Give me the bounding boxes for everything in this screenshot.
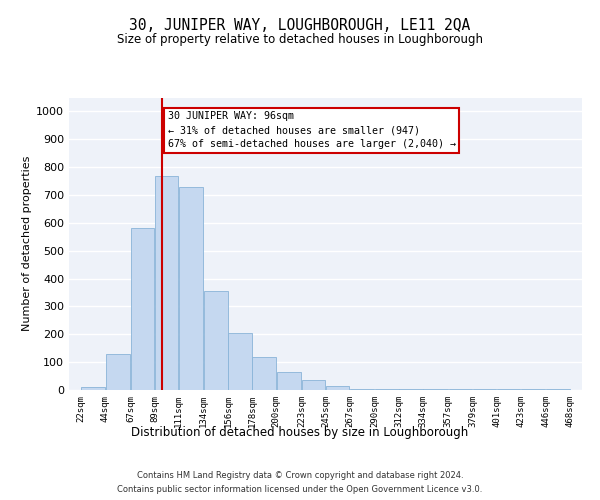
Bar <box>204 291 227 390</box>
Bar <box>546 388 569 390</box>
Bar <box>131 228 154 390</box>
Bar <box>497 388 520 390</box>
Bar <box>473 388 496 390</box>
Bar <box>106 354 130 390</box>
Text: Distribution of detached houses by size in Loughborough: Distribution of detached houses by size … <box>131 426 469 439</box>
Text: Size of property relative to detached houses in Loughborough: Size of property relative to detached ho… <box>117 32 483 46</box>
Bar <box>179 186 203 390</box>
Bar <box>424 388 448 390</box>
Bar <box>350 388 374 390</box>
Bar <box>400 388 422 390</box>
Text: 30 JUNIPER WAY: 96sqm
← 31% of detached houses are smaller (947)
67% of semi-det: 30 JUNIPER WAY: 96sqm ← 31% of detached … <box>167 112 455 150</box>
Text: 30, JUNIPER WAY, LOUGHBOROUGH, LE11 2QA: 30, JUNIPER WAY, LOUGHBOROUGH, LE11 2QA <box>130 18 470 32</box>
Bar <box>82 387 105 390</box>
Bar <box>277 372 301 390</box>
Bar <box>229 333 251 390</box>
Bar <box>155 176 178 390</box>
Text: Contains public sector information licensed under the Open Government Licence v3: Contains public sector information licen… <box>118 484 482 494</box>
Bar <box>253 356 276 390</box>
Bar <box>302 380 325 390</box>
Bar <box>449 388 472 390</box>
Bar <box>375 388 398 390</box>
Text: Contains HM Land Registry data © Crown copyright and database right 2024.: Contains HM Land Registry data © Crown c… <box>137 472 463 480</box>
Bar <box>326 386 349 390</box>
Bar <box>521 388 545 390</box>
Y-axis label: Number of detached properties: Number of detached properties <box>22 156 32 332</box>
